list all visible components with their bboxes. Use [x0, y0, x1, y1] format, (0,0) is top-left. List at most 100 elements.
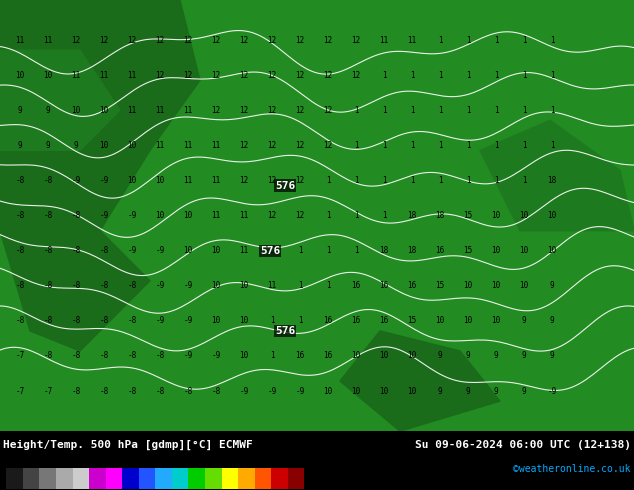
Text: 1: 1 [326, 211, 330, 220]
Text: 1: 1 [354, 176, 358, 185]
Text: -8: -8 [100, 351, 108, 361]
Text: 10: 10 [436, 317, 444, 325]
Text: -8: -8 [72, 387, 81, 395]
Text: 12: 12 [211, 71, 221, 80]
Polygon shape [340, 331, 500, 431]
Bar [39, 467, 56, 489]
Text: 1: 1 [494, 36, 498, 45]
Text: 11: 11 [100, 71, 108, 80]
Text: 12: 12 [240, 36, 249, 45]
Polygon shape [480, 121, 634, 231]
Text: -8: -8 [43, 351, 53, 361]
Text: -9: -9 [72, 176, 81, 185]
Text: -9: -9 [268, 387, 276, 395]
Text: -8: -8 [15, 246, 25, 255]
Text: 9: 9 [18, 106, 22, 115]
Text: 12: 12 [295, 211, 304, 220]
Text: 11: 11 [379, 36, 389, 45]
Text: 16: 16 [323, 351, 333, 361]
Bar [188, 467, 205, 489]
Text: 1: 1 [269, 317, 275, 325]
Text: -8: -8 [127, 351, 136, 361]
Text: -9: -9 [240, 387, 249, 395]
Text: 1: 1 [326, 176, 330, 185]
Text: 9: 9 [522, 351, 526, 361]
Text: 10: 10 [547, 246, 557, 255]
Text: 1: 1 [382, 71, 386, 80]
Text: 1: 1 [437, 71, 443, 80]
Text: 11: 11 [240, 246, 249, 255]
Text: -9: -9 [183, 351, 193, 361]
Text: 1: 1 [354, 246, 358, 255]
Text: -9: -9 [100, 176, 108, 185]
Polygon shape [0, 231, 150, 351]
Text: 10: 10 [491, 281, 501, 290]
Text: 1: 1 [269, 351, 275, 361]
Bar [155, 467, 172, 489]
Text: 1: 1 [494, 176, 498, 185]
Text: -9: -9 [183, 281, 193, 290]
Polygon shape [0, 50, 120, 150]
Text: 12: 12 [351, 71, 361, 80]
Text: -7: -7 [15, 387, 25, 395]
Text: 12: 12 [183, 71, 193, 80]
Text: -8: -8 [72, 281, 81, 290]
Text: 10: 10 [519, 281, 529, 290]
Text: 1: 1 [522, 36, 526, 45]
Text: 18: 18 [547, 176, 557, 185]
Bar [238, 467, 255, 489]
Text: 16: 16 [295, 351, 304, 361]
Text: 10: 10 [211, 246, 221, 255]
Text: -9: -9 [211, 351, 221, 361]
Bar [172, 467, 188, 489]
Text: 11: 11 [211, 141, 221, 150]
Bar [205, 467, 221, 489]
Text: 10: 10 [379, 351, 389, 361]
Text: -8: -8 [183, 387, 193, 395]
Text: 1: 1 [382, 106, 386, 115]
Text: -8: -8 [72, 246, 81, 255]
Text: -8: -8 [100, 281, 108, 290]
Text: 1: 1 [410, 71, 414, 80]
Text: 15: 15 [463, 211, 472, 220]
Text: -8: -8 [43, 246, 53, 255]
Text: 10: 10 [100, 141, 108, 150]
Text: 12: 12 [295, 141, 304, 150]
Text: 10: 10 [351, 351, 361, 361]
Text: 10: 10 [408, 351, 417, 361]
Text: 18: 18 [408, 246, 417, 255]
Text: 11: 11 [183, 176, 193, 185]
Text: -9: -9 [127, 211, 136, 220]
Bar [221, 467, 238, 489]
Text: 12: 12 [155, 71, 165, 80]
Text: 12: 12 [268, 71, 276, 80]
Text: 11: 11 [72, 71, 81, 80]
Text: 9: 9 [550, 317, 554, 325]
Bar [6, 467, 23, 489]
Text: 10: 10 [491, 211, 501, 220]
Bar [72, 467, 89, 489]
Text: 1: 1 [550, 141, 554, 150]
Text: -7: -7 [15, 351, 25, 361]
Bar [106, 467, 122, 489]
Text: 12: 12 [295, 71, 304, 80]
Bar [288, 467, 304, 489]
Text: 12: 12 [295, 106, 304, 115]
Text: 12: 12 [100, 36, 108, 45]
Text: 16: 16 [436, 246, 444, 255]
Text: 10: 10 [15, 71, 25, 80]
Text: 1: 1 [437, 176, 443, 185]
Text: -9: -9 [155, 281, 165, 290]
Text: -9: -9 [100, 211, 108, 220]
Text: 1: 1 [466, 176, 470, 185]
Text: 1: 1 [298, 246, 302, 255]
Text: 1: 1 [522, 71, 526, 80]
Text: 12: 12 [323, 71, 333, 80]
Text: 15: 15 [408, 317, 417, 325]
Text: 12: 12 [240, 71, 249, 80]
Text: -8: -8 [127, 281, 136, 290]
Text: 1: 1 [382, 211, 386, 220]
Text: 576: 576 [275, 326, 295, 336]
Text: 1: 1 [326, 246, 330, 255]
Text: 10: 10 [211, 317, 221, 325]
